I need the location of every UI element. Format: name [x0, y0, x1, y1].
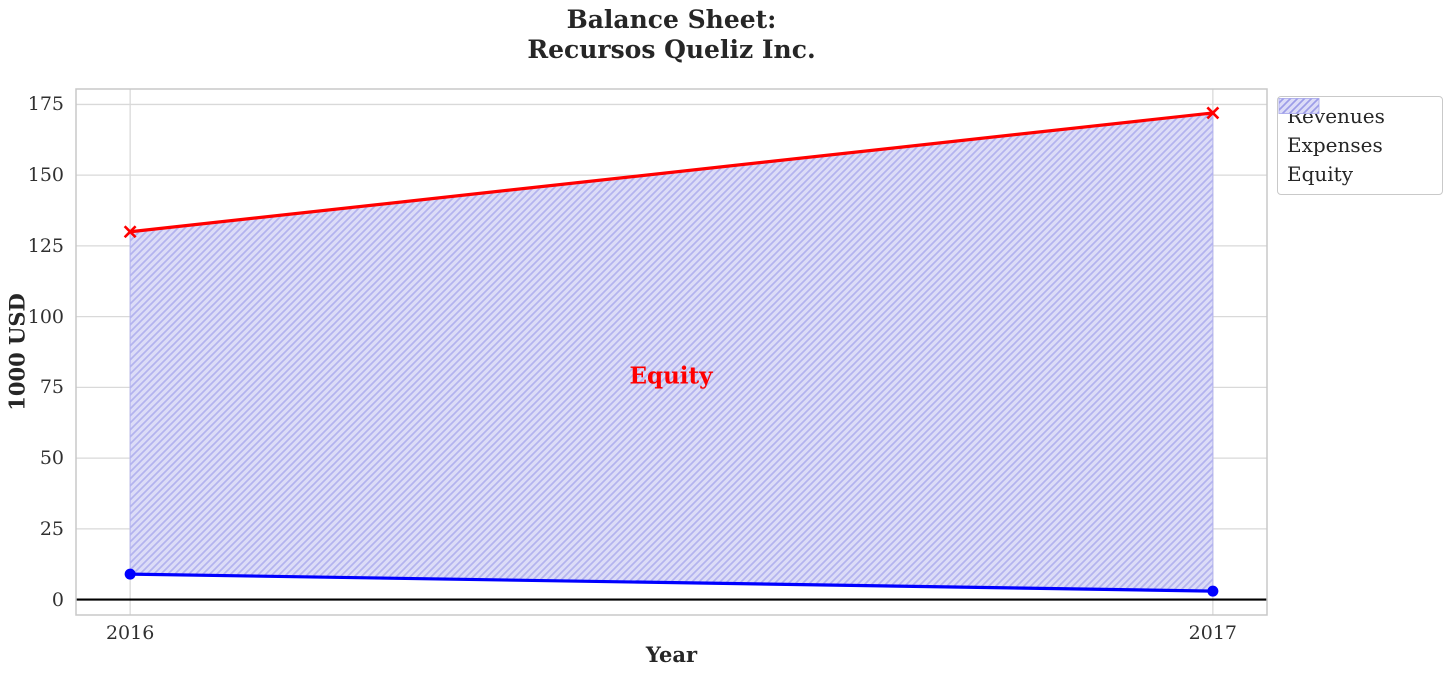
legend: Revenues Expenses Equity — [1277, 96, 1443, 195]
equity-annotation: Equity — [629, 362, 713, 390]
revenues-marker — [1207, 585, 1219, 597]
y-tick-label: 175 — [27, 93, 64, 116]
revenues-marker — [124, 568, 136, 580]
expenses-marker — [1206, 106, 1220, 120]
y-tick-label: 100 — [27, 305, 64, 328]
y-tick-label: 50 — [39, 447, 64, 470]
expenses-marker — [123, 225, 137, 239]
legend-item-equity: Equity — [1278, 98, 1432, 186]
chart-title: Balance Sheet: Recursos Queliz Inc. — [76, 5, 1267, 65]
plot-border — [75, 88, 1268, 616]
y-tick-label: 125 — [27, 234, 64, 257]
chart-title-line1: Balance Sheet: — [566, 5, 777, 34]
legend-label-equity: Equity — [1287, 162, 1354, 186]
legend-label-expenses: Expenses — [1287, 133, 1383, 157]
x-tick-label: 2016 — [105, 622, 155, 644]
chart-title-line2: Recursos Queliz Inc. — [527, 35, 816, 64]
x-axis-label: Year — [645, 642, 698, 667]
y-tick-label: 25 — [39, 517, 64, 540]
y-tick-label: 150 — [27, 164, 64, 187]
y-tick-label: 75 — [39, 376, 64, 399]
legend-item-expenses: Expenses — [1279, 100, 1432, 157]
revenues-line — [130, 572, 1213, 593]
x-tick-label: 2017 — [1188, 622, 1238, 644]
expenses-line — [129, 111, 1214, 234]
equity-patch-icon — [1278, 98, 1320, 114]
equity-fill-hatch — [130, 112, 1213, 592]
y-tick-label: 0 — [51, 588, 64, 611]
